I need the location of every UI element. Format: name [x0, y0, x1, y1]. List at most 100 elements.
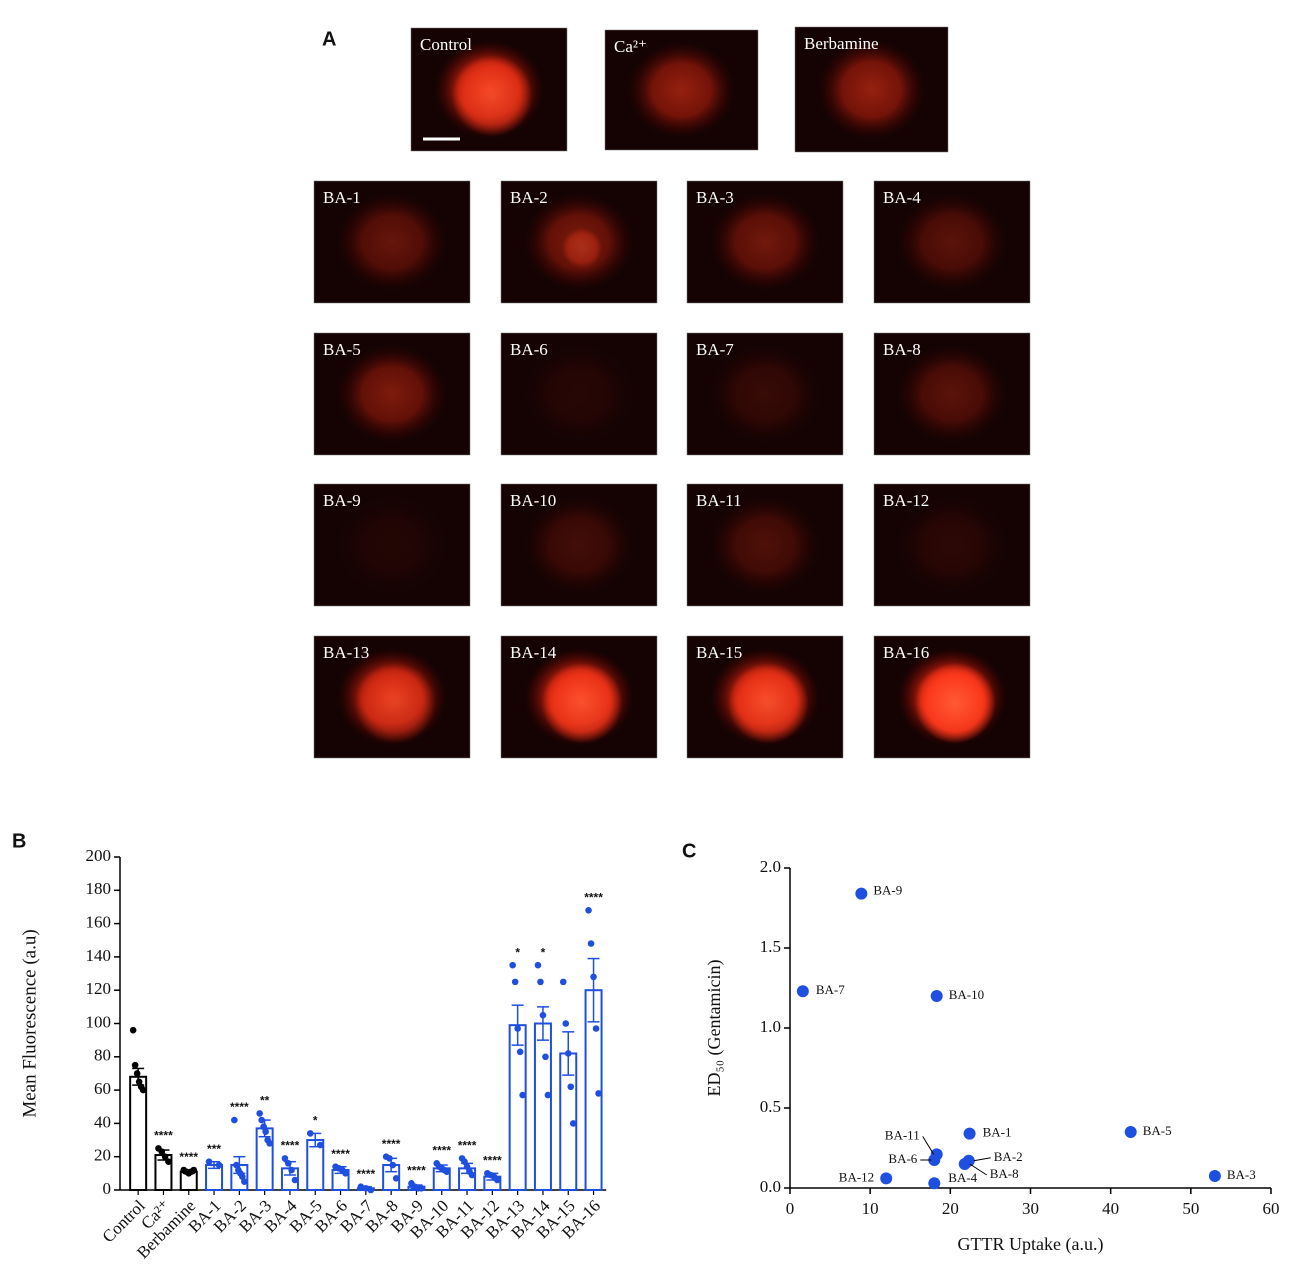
fluorescence-glow: [627, 42, 736, 138]
data-point: [389, 1161, 397, 1169]
fluorescence-glow: [897, 345, 1007, 443]
significance: ****: [458, 1139, 477, 1153]
y-tick-label: 80: [94, 1046, 111, 1065]
y-tick-label: 120: [86, 979, 112, 998]
error-bar: [511, 1004, 524, 1046]
scatter-point: [1124, 1126, 1137, 1138]
data-point: [158, 1148, 166, 1156]
data-point: [559, 978, 567, 986]
y-tick-label: 1.0: [760, 1017, 781, 1036]
bar: [129, 1075, 148, 1192]
y-tick-label: 200: [86, 846, 112, 865]
fluorescence-glow: [897, 496, 1007, 594]
point-label: BA-3: [1227, 1167, 1256, 1182]
point-label: BA-2: [994, 1149, 1023, 1164]
image-label: BA-15: [696, 643, 742, 662]
y-tick-label: 140: [86, 946, 112, 965]
significance: ***: [207, 1142, 221, 1156]
image-label: BA-16: [883, 643, 929, 662]
data-point: [131, 1061, 139, 1069]
fluorescence-core: [727, 662, 809, 744]
point-label: BA-7: [816, 982, 845, 997]
micrograph: BA-5: [313, 332, 471, 456]
data-point: [564, 1050, 572, 1057]
fluorescence-glow: [897, 193, 1007, 291]
fluorescence-core: [541, 662, 623, 744]
data-point: [205, 1158, 213, 1165]
image-label: BA-2: [510, 188, 548, 207]
data-point: [239, 1173, 246, 1180]
data-point: [316, 1141, 324, 1149]
point-label: BA-8: [990, 1166, 1019, 1181]
data-point: [215, 1161, 223, 1169]
significance: ****: [179, 1150, 198, 1164]
fluorescence-core: [914, 662, 996, 744]
y-tick-label: 60: [94, 1079, 111, 1098]
data-point: [129, 1026, 137, 1034]
image-label: BA-13: [323, 643, 369, 662]
y-tick-label: 100: [86, 1012, 112, 1031]
data-point: [291, 1176, 299, 1184]
fluorescence-glow: [337, 496, 447, 594]
micrograph: BA-7: [686, 332, 844, 456]
data-point: [468, 1171, 476, 1179]
data-point: [258, 1116, 265, 1124]
data-point: [595, 1090, 602, 1097]
micrograph: Berbamine: [794, 26, 949, 153]
significance: ****: [584, 890, 603, 904]
data-point: [514, 1025, 521, 1032]
micrograph: BA-9: [313, 483, 471, 607]
data-point: [190, 1166, 198, 1174]
significance: ****: [230, 1100, 249, 1114]
x-tick-label: 0: [786, 1199, 795, 1218]
data-point: [165, 1158, 172, 1165]
data-point: [519, 1091, 526, 1099]
data-point: [266, 1140, 273, 1147]
x-tick-label: 30: [1022, 1199, 1039, 1218]
micrograph: BA-8: [873, 332, 1031, 456]
data-point: [367, 1186, 375, 1194]
x-axis-label: GTTR Uptake (a.u.): [958, 1234, 1104, 1255]
data-point: [306, 1130, 314, 1137]
leader-line: [922, 1136, 935, 1155]
y-tick-label: 20: [94, 1146, 111, 1165]
data-point: [288, 1166, 295, 1174]
fluorescence-glow: [337, 345, 447, 443]
image-label: BA-3: [696, 188, 734, 207]
data-point: [161, 1153, 169, 1160]
x-tick-label: 20: [942, 1199, 959, 1218]
leader-line: [973, 1157, 991, 1162]
data-point: [133, 1070, 141, 1077]
data-point: [386, 1155, 393, 1162]
fluorescence-glow: [337, 193, 447, 291]
fluorescence-glow: [710, 193, 820, 291]
data-point: [511, 978, 519, 986]
image-label: BA-1: [323, 188, 361, 207]
leader-line: [969, 1163, 988, 1176]
image-label: BA-10: [510, 491, 556, 510]
significance: ****: [483, 1154, 502, 1168]
x-tick-label: 50: [1182, 1199, 1199, 1218]
data-point: [357, 1183, 365, 1190]
x-tick-label: 10: [862, 1199, 879, 1218]
data-point: [139, 1086, 147, 1094]
data-point: [587, 940, 595, 947]
fluorescence-glow: [524, 496, 634, 594]
fluorescence-glow: [710, 345, 820, 443]
panel-label: C: [682, 840, 696, 862]
significance: ****: [432, 1144, 451, 1158]
image-label: BA-9: [323, 491, 361, 510]
point-label: BA-1: [983, 1125, 1012, 1140]
data-point: [509, 961, 516, 969]
significance: ****: [407, 1164, 426, 1178]
data-point: [231, 1116, 238, 1124]
significance: ****: [357, 1167, 376, 1181]
panel-label: A: [322, 28, 336, 50]
micrograph: BA-6: [500, 332, 658, 456]
error-bar: [587, 957, 600, 1023]
image-label: BA-14: [510, 643, 557, 662]
significance: *: [515, 945, 520, 959]
y-tick-label: 0.5: [760, 1097, 781, 1116]
